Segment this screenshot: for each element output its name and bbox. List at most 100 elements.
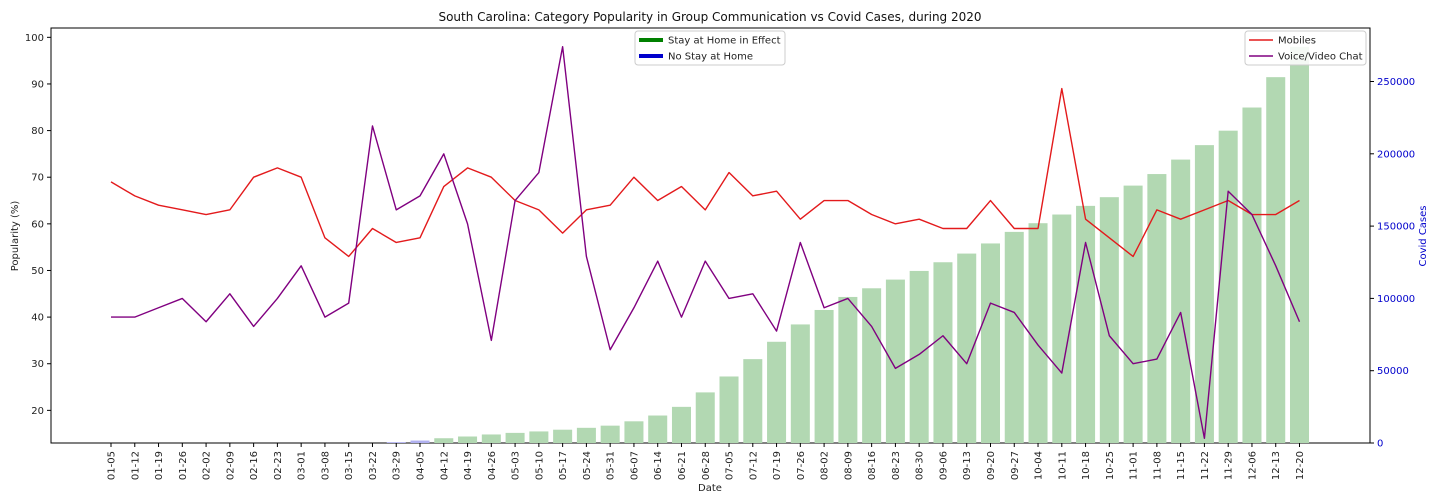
- x-tick-label-08-02: 08-02: [820, 451, 831, 480]
- x-tick-label-06-07: 06-07: [629, 451, 640, 480]
- x-tick-label-03-15: 03-15: [344, 451, 355, 480]
- x-tick-label-12-06: 12-06: [1247, 451, 1258, 480]
- legend-stay-at-home: Stay at Home in Effect No Stay at Home: [634, 30, 786, 66]
- bar-covid-08-02: [814, 309, 834, 443]
- bar-covid-10-25: [1099, 197, 1119, 443]
- x-axis-label: Date: [698, 483, 722, 494]
- x-tick-label-02-02: 02-02: [202, 451, 213, 480]
- bar-covid-11-15: [1171, 159, 1191, 443]
- bar-covid-04-05: [410, 440, 430, 443]
- x-tick-label-03-01: 03-01: [297, 451, 308, 480]
- x-tick-label-04-26: 04-26: [487, 451, 498, 480]
- x-tick-label-02-23: 02-23: [273, 451, 284, 480]
- x-tick-label-10-11: 10-11: [1057, 451, 1068, 480]
- x-tick-label-06-21: 06-21: [677, 451, 688, 480]
- x-tick-label-01-05: 01-05: [107, 451, 118, 480]
- bar-covid-07-12: [743, 359, 763, 443]
- chart-title: South Carolina: Category Popularity in G…: [438, 10, 981, 24]
- bar-covid-12-13: [1266, 77, 1286, 443]
- y-tick-label-60: 60: [31, 219, 44, 230]
- x-tick-label-02-16: 02-16: [249, 451, 260, 480]
- series-line-voice-video-chat: [111, 45, 1301, 440]
- bar-covid-05-10: [529, 431, 549, 443]
- bar-covid-04-19: [458, 436, 478, 443]
- x-tick-label-10-04: 10-04: [1034, 451, 1045, 480]
- y-tick-label-90: 90: [31, 79, 44, 90]
- x-tick-label-06-14: 06-14: [653, 451, 664, 480]
- y2-axis-label: Covid Cases: [1418, 205, 1429, 266]
- legend-label-0: Stay at Home in Effect: [668, 36, 781, 47]
- x-tick-label-01-19: 01-19: [154, 451, 165, 480]
- x-tick-label-05-17: 05-17: [558, 451, 569, 480]
- x-tick-label-05-24: 05-24: [582, 451, 593, 480]
- x-tick-label-06-28: 06-28: [701, 451, 712, 480]
- x-tick-label-04-19: 04-19: [463, 451, 474, 480]
- y2-tick-label-150000: 150000: [1377, 222, 1415, 233]
- bar-covid-07-26: [790, 324, 810, 443]
- bar-covid-06-14: [648, 415, 668, 443]
- x-tick-label-03-29: 03-29: [392, 451, 403, 480]
- x-tick-label-09-06: 09-06: [938, 451, 949, 480]
- x-tick-label-09-27: 09-27: [1010, 451, 1021, 480]
- legend-label-1: No Stay at Home: [668, 52, 753, 63]
- bar-covid-06-28: [695, 392, 715, 443]
- y2-tick-label-0: 0: [1377, 439, 1383, 450]
- bar-covid-10-11: [1052, 214, 1072, 443]
- bar-covid-06-07: [624, 421, 644, 443]
- y-tick-label-20: 20: [31, 406, 44, 417]
- bar-covid-08-23: [885, 279, 905, 443]
- y-tick-label-50: 50: [31, 266, 44, 277]
- bar-covid-11-01: [1123, 185, 1143, 444]
- bar-covid-10-04: [1028, 223, 1048, 443]
- x-tick-label-11-01: 11-01: [1129, 451, 1140, 480]
- bar-covid-07-05: [719, 376, 739, 443]
- bar-covid-04-12: [434, 438, 454, 443]
- x-tick-label-11-15: 11-15: [1176, 451, 1187, 480]
- x-tick-label-02-09: 02-09: [225, 451, 236, 480]
- series-line-mobiles: [110, 87, 1300, 258]
- bar-covid-07-19: [767, 341, 787, 443]
- y2-tick-label-250000: 250000: [1377, 77, 1415, 88]
- x-tick-label-05-10: 05-10: [534, 451, 545, 480]
- bar-covid-10-18: [1076, 205, 1096, 443]
- x-tick-label-11-22: 11-22: [1200, 451, 1211, 480]
- bar-covid-11-29: [1218, 130, 1238, 444]
- bar-covid-12-06: [1242, 107, 1262, 443]
- y-tick-label-30: 30: [31, 359, 44, 370]
- y-tick-label-40: 40: [31, 313, 44, 324]
- bar-covid-05-17: [553, 429, 573, 443]
- bar-covid-11-22: [1194, 145, 1214, 443]
- legend-label-0: Mobiles: [1278, 36, 1316, 47]
- y-tick-label-80: 80: [31, 126, 44, 137]
- bar-covid-06-21: [671, 406, 691, 443]
- x-tick-label-09-20: 09-20: [986, 451, 997, 480]
- x-tick-label-04-12: 04-12: [439, 451, 450, 480]
- x-tick-label-03-08: 03-08: [320, 451, 331, 480]
- bar-covid-05-24: [576, 427, 596, 443]
- y2-tick-label-100000: 100000: [1377, 294, 1415, 305]
- x-tick-label-05-31: 05-31: [606, 451, 617, 480]
- bar-covid-08-16: [862, 288, 882, 443]
- x-tick-label-08-09: 08-09: [843, 451, 854, 480]
- x-tick-label-11-29: 11-29: [1224, 451, 1235, 480]
- x-tick-label-08-16: 08-16: [867, 451, 878, 480]
- x-tick-label-10-18: 10-18: [1081, 451, 1092, 480]
- bar-covid-08-09: [838, 296, 858, 443]
- legend-box: [1244, 30, 1367, 66]
- bars-layer: [386, 46, 1310, 444]
- x-tick-label-08-23: 08-23: [891, 451, 902, 480]
- x-tick-label-04-05: 04-05: [416, 451, 427, 480]
- x-axis: 01-05 01-12 01-19 01-26 02-02 02-09 02-16 02-23…: [107, 443, 1306, 480]
- y2-tick-label-50000: 50000: [1377, 366, 1409, 377]
- y2-axis: 0 50000 100000 150000 200000 250000: [1370, 77, 1415, 450]
- y-tick-label-100: 100: [25, 33, 44, 44]
- bar-covid-09-06: [933, 262, 953, 443]
- x-tick-label-10-25: 10-25: [1105, 451, 1116, 480]
- legend-label-1: Voice/Video Chat: [1278, 52, 1363, 63]
- bar-covid-09-20: [980, 243, 1000, 443]
- bar-covid-11-08: [1147, 174, 1167, 444]
- bar-covid-09-13: [957, 253, 977, 443]
- x-tick-label-11-08: 11-08: [1152, 451, 1163, 480]
- x-tick-label-01-12: 01-12: [130, 451, 141, 480]
- legend-box: [634, 30, 786, 66]
